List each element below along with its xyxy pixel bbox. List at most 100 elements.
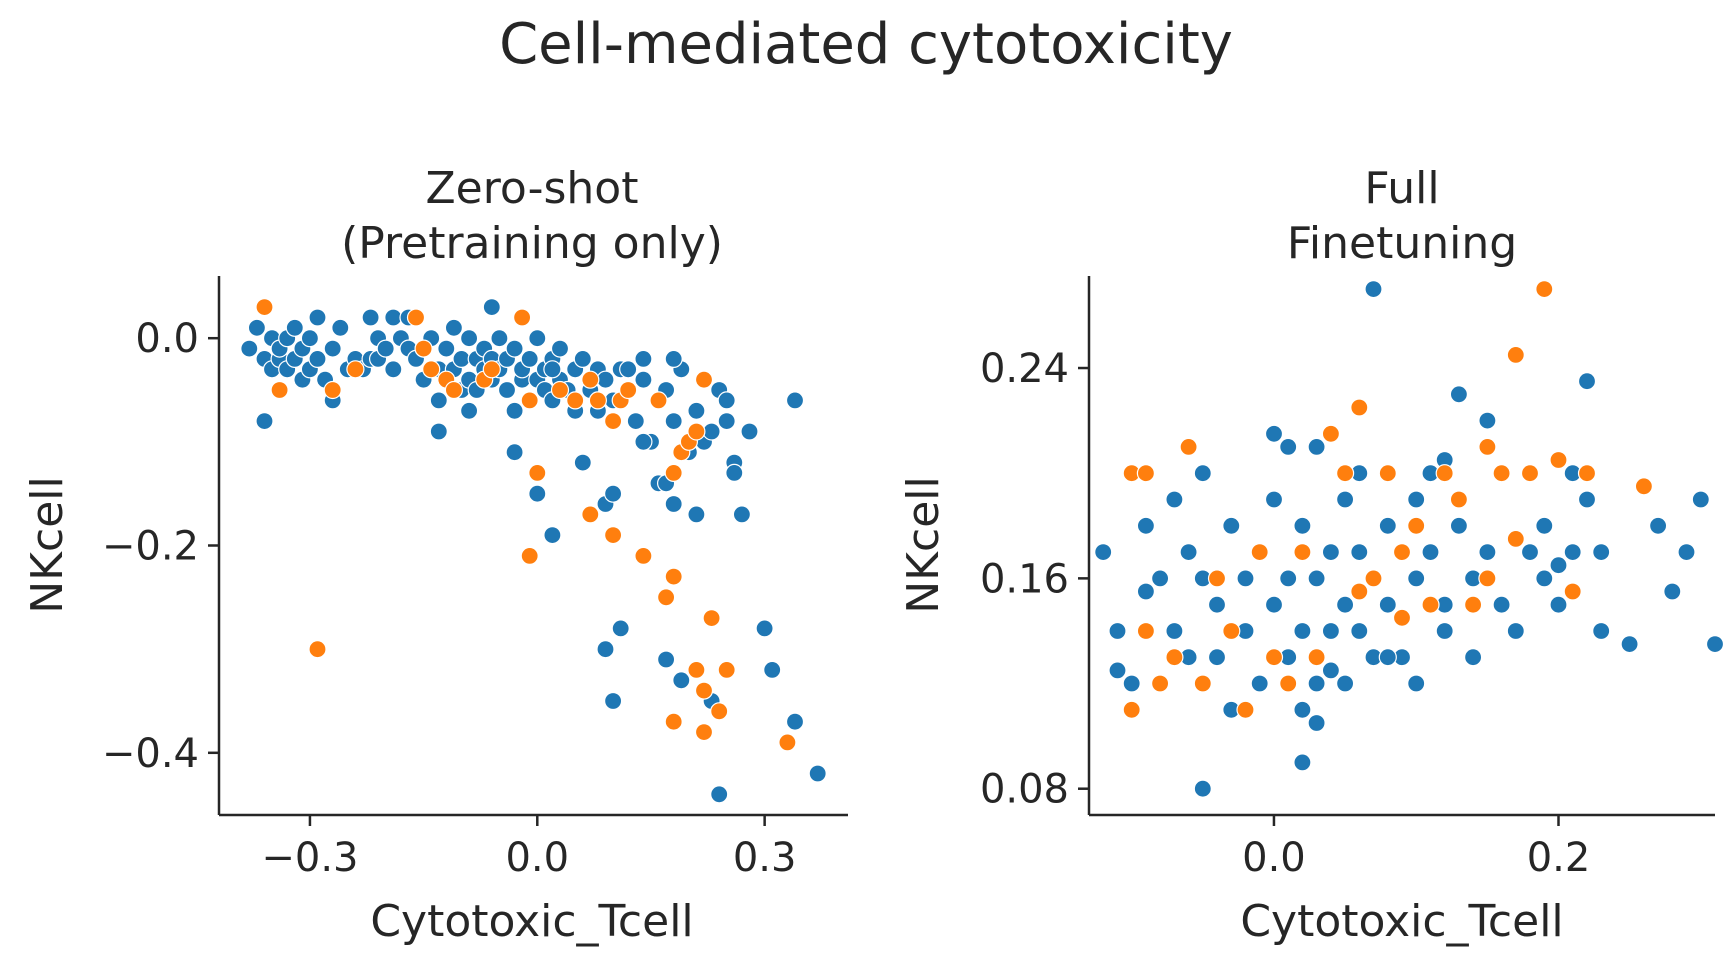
scatter-point (1677, 542, 1696, 562)
scatter-point (694, 681, 714, 700)
scatter-points (1094, 280, 1725, 798)
scatter-point (603, 691, 623, 711)
panel-title-line-1: Full (1364, 163, 1439, 214)
scatter-point (596, 370, 615, 389)
scatter-point (717, 391, 736, 410)
scatter-point (1478, 411, 1497, 430)
scatter-point (550, 380, 570, 400)
scatter-point (785, 712, 805, 731)
x-ticks: −0.3 0.0 0.3 (261, 815, 796, 881)
scatter-point (1392, 542, 1412, 562)
scatter-point (1506, 345, 1525, 364)
scatter-point (490, 329, 509, 348)
scatter-point (1108, 661, 1127, 680)
scatter-point (725, 463, 744, 482)
scatter-point (1264, 490, 1284, 509)
scatter-point (1136, 464, 1156, 483)
x-tick-label: 0.0 (1242, 835, 1306, 881)
scatter-point (1264, 648, 1284, 667)
scatter-point (687, 401, 706, 420)
scatter-point (505, 339, 524, 358)
scatter-point (1207, 595, 1227, 614)
scatter-point (1321, 621, 1341, 641)
scatter-point (1136, 582, 1156, 601)
scatter-point (808, 764, 827, 783)
scatter-point (1449, 516, 1469, 535)
scatter-point (429, 422, 448, 441)
scatter-point (346, 360, 365, 379)
scatter-point (626, 412, 645, 431)
scatter-point (1264, 424, 1284, 443)
scatter-point (1663, 582, 1682, 601)
panel-full-finetuning: Full Finetuning 0.0 0.2 0.24 0.16 0.08 Cyto… (898, 163, 1725, 947)
scatter-point (1293, 621, 1312, 641)
scatter-point (384, 360, 403, 379)
scatter-point (414, 339, 433, 358)
scatter-point (664, 567, 683, 586)
scatter-point (755, 619, 774, 638)
y-axis-label: NKcell (22, 476, 73, 613)
scatter-point (1392, 608, 1412, 627)
scatter-point (460, 329, 479, 348)
scatter-point (717, 660, 736, 680)
scatter-point (656, 650, 676, 669)
scatter-point (1350, 398, 1369, 417)
scatter-point (497, 380, 517, 400)
scatter-point (1421, 595, 1440, 614)
scatter-point (1407, 516, 1426, 535)
scatter-point (520, 349, 539, 368)
scatter-point (1577, 372, 1597, 391)
scatter-point (1279, 674, 1298, 693)
scatter-point (1150, 674, 1170, 693)
y-tick-label: 0.08 (980, 767, 1069, 813)
scatter-point (520, 546, 539, 566)
scatter-point (505, 443, 524, 462)
scatter-point (1335, 490, 1355, 509)
scatter-point (444, 318, 463, 337)
scatter-point (1691, 490, 1710, 509)
scatter-point (1407, 569, 1426, 588)
scatter-point (520, 391, 539, 410)
scatter-point (1620, 634, 1639, 654)
x-tick-label: 0.3 (733, 835, 797, 881)
scatter-point (1293, 700, 1312, 719)
scatter-point (1193, 464, 1212, 483)
scatter-point (422, 360, 441, 379)
scatter-point (1122, 674, 1141, 693)
scatter-point (1350, 621, 1369, 641)
scatter-point (763, 660, 782, 680)
scatter-point (740, 422, 759, 441)
scatter-points (240, 298, 827, 804)
scatter-point (1321, 661, 1341, 680)
scatter-point (1435, 621, 1454, 641)
scatter-point (1108, 621, 1127, 641)
x-tick-label: −0.3 (261, 835, 358, 881)
x-tick-label: 0.0 (505, 835, 569, 881)
scatter-point (1364, 569, 1383, 588)
scatter-point (1222, 516, 1241, 535)
scatter-point (255, 412, 274, 431)
scatter-point (702, 608, 721, 628)
scatter-point (1634, 477, 1654, 496)
scatter-point (1335, 464, 1355, 483)
x-ticks: 0.0 0.2 (1242, 815, 1590, 881)
y-tick-label: 0.0 (135, 316, 199, 362)
scatter-point (543, 360, 562, 379)
scatter-point (1193, 674, 1212, 693)
scatter-point (588, 391, 608, 410)
scatter-point (717, 412, 736, 431)
scatter-point (1378, 516, 1397, 535)
scatter-point (1535, 569, 1554, 588)
y-ticks: 0.0 −0.2 −0.4 (102, 316, 219, 777)
scatter-point (1648, 516, 1668, 535)
scatter-point (1094, 542, 1113, 562)
scatter-point (1549, 450, 1568, 470)
scatter-point (1350, 582, 1369, 601)
scatter-point (1421, 542, 1440, 562)
scatter-point (672, 671, 691, 690)
scatter-point (1321, 424, 1341, 443)
scatter-point (634, 546, 653, 566)
scatter-point (550, 339, 570, 358)
scatter-point (1378, 464, 1397, 483)
scatter-point (300, 329, 319, 348)
